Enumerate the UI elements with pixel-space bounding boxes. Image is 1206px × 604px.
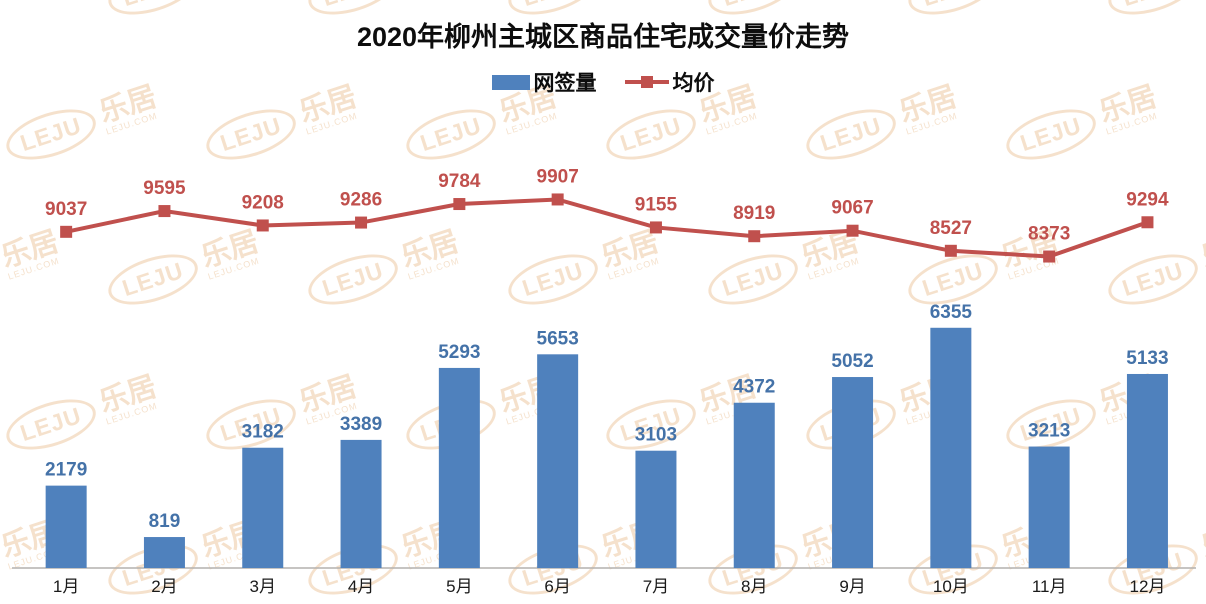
bar xyxy=(438,367,480,568)
bar-value-label: 3213 xyxy=(1028,421,1070,442)
x-axis-label: 9月 xyxy=(839,577,865,596)
price-value-label: 9595 xyxy=(143,178,186,199)
price-value-label: 9208 xyxy=(242,192,284,213)
chart-title: 2020年柳州主城区商品住宅成交量价走势 xyxy=(356,22,850,52)
price-marker xyxy=(1141,216,1154,229)
bar-value-label: 5653 xyxy=(537,328,579,349)
price-value-label: 9907 xyxy=(537,166,579,187)
price-marker xyxy=(1043,250,1056,263)
bar-value-label: 5133 xyxy=(1126,348,1168,369)
price-value-label: 9784 xyxy=(438,171,481,192)
bar xyxy=(635,450,677,568)
x-axis-label: 5月 xyxy=(446,577,472,596)
legend-label-line-series: 均价 xyxy=(672,72,715,95)
chart-header: 2020年柳州主城区商品住宅成交量价走势 网签量 均价 xyxy=(0,0,1206,97)
bar-value-label: 4372 xyxy=(733,377,775,398)
price-value-label: 8919 xyxy=(733,203,775,224)
legend: 网签量 均价 xyxy=(0,67,1206,97)
bar xyxy=(143,537,185,568)
bar-value-label: 3389 xyxy=(340,414,382,435)
bar-value-label: 5052 xyxy=(831,351,873,372)
price-value-label: 8527 xyxy=(930,218,972,239)
line-swatch-icon xyxy=(624,76,669,88)
x-axis-label: 1月 xyxy=(53,577,79,596)
price-marker xyxy=(453,198,466,211)
x-axis-label: 10月 xyxy=(933,577,969,596)
price-value-label: 9294 xyxy=(1126,189,1169,210)
price-value-label: 8373 xyxy=(1028,224,1070,245)
x-axis-label: 8月 xyxy=(741,577,767,596)
bar-value-label: 2179 xyxy=(45,460,87,481)
legend-item-bar-series: 网签量 xyxy=(491,67,597,97)
price-value-label: 9067 xyxy=(831,198,873,219)
price-marker xyxy=(256,219,269,232)
bar-value-label: 5293 xyxy=(438,342,480,363)
price-value-label: 9286 xyxy=(340,190,382,211)
bar-value-label: 819 xyxy=(149,511,181,532)
x-axis-label: 11月 xyxy=(1032,577,1067,596)
bar xyxy=(242,447,284,568)
bar xyxy=(733,402,775,568)
bar xyxy=(832,377,874,568)
price-line xyxy=(65,197,1149,259)
x-axis-label: 12月 xyxy=(1129,577,1165,596)
bar xyxy=(1028,446,1070,568)
price-value-label: 9155 xyxy=(635,194,678,215)
legend-label-bar-series: 网签量 xyxy=(533,72,597,95)
bar xyxy=(1126,373,1168,568)
legend-item-line-series: 均价 xyxy=(624,67,715,97)
x-axis-label: 4月 xyxy=(348,577,374,596)
bar xyxy=(930,327,972,568)
line-marker-icon xyxy=(640,76,653,88)
x-axis-label: 7月 xyxy=(643,577,669,596)
bar xyxy=(45,485,87,568)
bar-swatch-icon xyxy=(491,74,530,90)
x-axis-label: 2月 xyxy=(151,577,177,596)
price-marker xyxy=(944,244,957,257)
price-marker xyxy=(649,221,662,234)
price-marker xyxy=(551,193,564,206)
x-axis-label: 6月 xyxy=(544,577,570,596)
price-marker xyxy=(60,225,73,238)
price-marker xyxy=(355,216,368,229)
bar-value-label: 3182 xyxy=(242,422,284,443)
bar xyxy=(340,439,382,568)
price-value-label: 9037 xyxy=(45,199,87,220)
bar xyxy=(537,354,579,568)
x-axis-label: 3月 xyxy=(250,577,276,596)
bar-value-label: 3103 xyxy=(635,425,677,446)
price-marker xyxy=(846,224,859,237)
bar-value-label: 6355 xyxy=(930,302,973,323)
price-marker xyxy=(748,230,761,243)
price-marker xyxy=(158,205,171,218)
